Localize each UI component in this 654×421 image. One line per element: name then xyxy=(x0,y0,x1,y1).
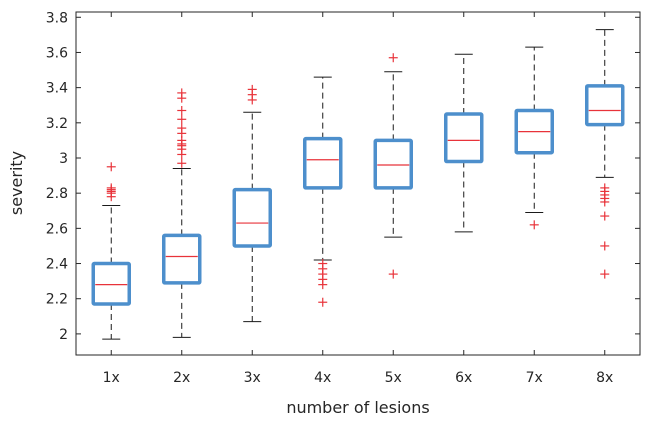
boxes-group xyxy=(91,29,625,340)
outlier-marker xyxy=(247,84,257,94)
box-iqr xyxy=(585,84,625,127)
box-8x xyxy=(585,29,625,279)
y-tick-label: 3.4 xyxy=(46,81,68,97)
box-iqr xyxy=(373,138,413,190)
x-tick-label: 5x xyxy=(385,370,402,386)
outlier-marker xyxy=(388,269,398,279)
box-iqr xyxy=(444,112,484,164)
box-2x xyxy=(162,88,202,338)
outlier-marker xyxy=(600,197,610,207)
box-6x xyxy=(444,53,484,233)
box-iqr xyxy=(514,108,554,155)
outlier-marker xyxy=(388,53,398,63)
y-axis-title: severity xyxy=(7,151,26,215)
outlier-marker xyxy=(600,211,610,221)
outlier-marker xyxy=(318,280,328,290)
box-3x xyxy=(232,84,272,323)
y-tick-label: 2 xyxy=(59,327,68,343)
x-tick-label: 1x xyxy=(103,370,120,386)
y-axis: 2 2.2 2.4 2.6 2.8 3 3.2 3.4 3.6 3.8 xyxy=(46,10,640,343)
x-tick-label: 2x xyxy=(173,370,190,386)
y-tick-label: 2.4 xyxy=(46,257,68,273)
outlier-marker xyxy=(600,269,610,279)
y-tick-label: 3 xyxy=(59,151,68,167)
y-tick-label: 3.2 xyxy=(46,116,68,132)
y-tick-label: 2.6 xyxy=(46,221,68,237)
x-axis: 1x 2x 3x 4x 5x 6x 7x 8x xyxy=(103,12,613,386)
outlier-marker xyxy=(177,106,187,116)
outlier-marker xyxy=(177,123,187,133)
outlier-marker xyxy=(177,88,187,98)
y-tick-label: 3.8 xyxy=(46,10,68,26)
y-tick-label: 2.2 xyxy=(46,292,68,308)
box-1x xyxy=(91,162,131,340)
x-tick-label: 8x xyxy=(596,370,613,386)
box-iqr xyxy=(162,233,202,285)
outlier-marker xyxy=(106,183,116,193)
x-tick-label: 6x xyxy=(455,370,472,386)
x-tick-label: 3x xyxy=(244,370,261,386)
outlier-marker xyxy=(600,241,610,251)
box-5x xyxy=(373,53,413,279)
outlier-marker xyxy=(318,297,328,307)
y-tick-label: 2.8 xyxy=(46,186,68,202)
box-7x xyxy=(514,46,554,230)
outlier-marker xyxy=(529,220,539,230)
x-axis-title: number of lesions xyxy=(286,398,429,417)
box-4x xyxy=(303,76,343,307)
plot-area xyxy=(75,11,641,356)
outlier-marker xyxy=(106,162,116,172)
outlier-marker xyxy=(177,158,187,168)
x-tick-label: 7x xyxy=(526,370,543,386)
outlier-marker xyxy=(600,183,610,193)
x-tick-label: 4x xyxy=(314,370,331,386)
outlier-marker xyxy=(177,114,187,124)
box-iqr xyxy=(232,187,272,248)
box-iqr xyxy=(91,261,131,306)
box-iqr xyxy=(303,136,343,190)
y-tick-label: 3.6 xyxy=(46,45,68,61)
